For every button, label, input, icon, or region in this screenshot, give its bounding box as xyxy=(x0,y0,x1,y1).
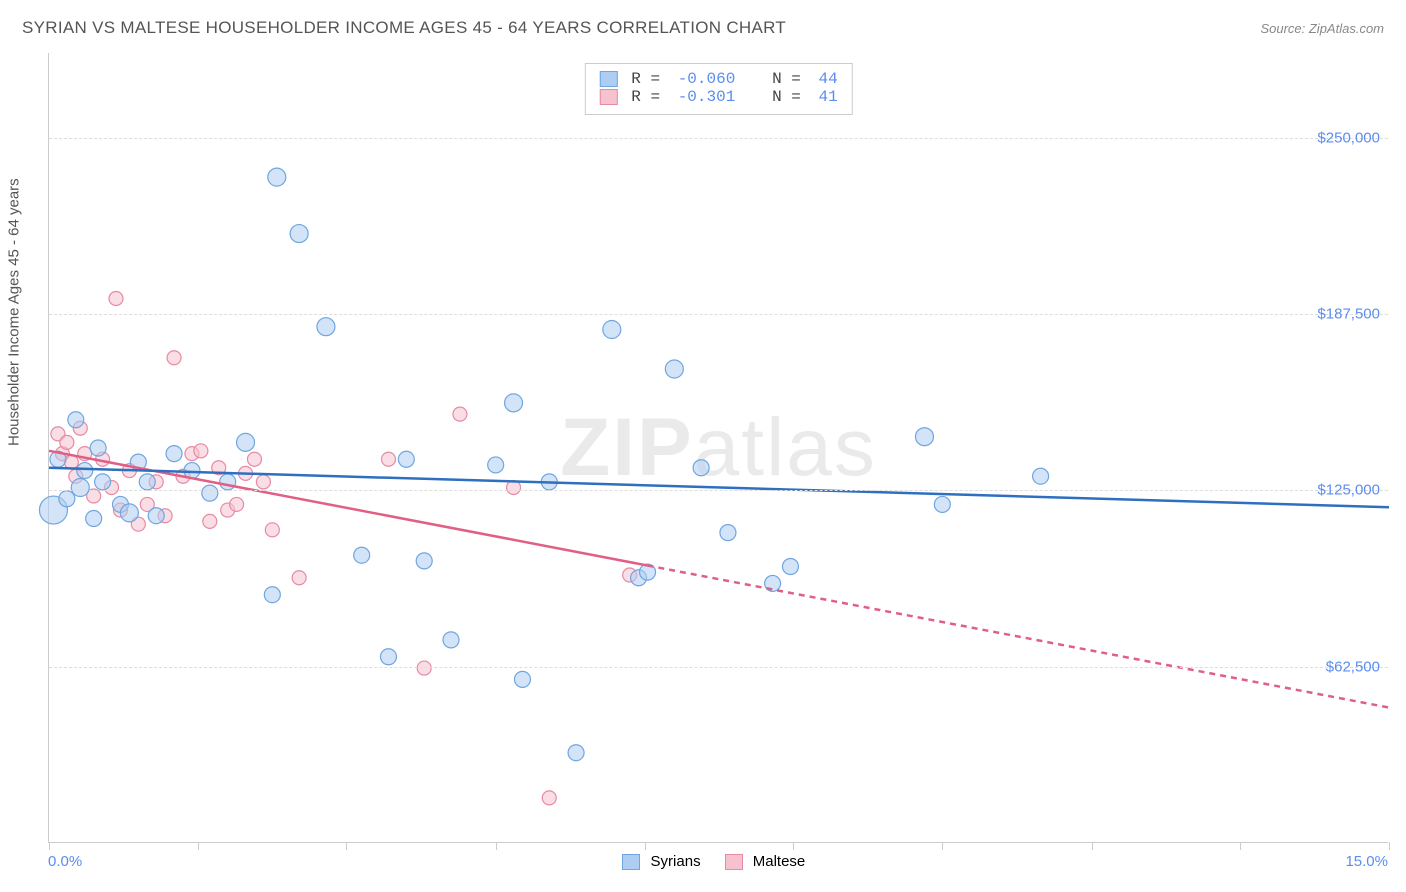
swatch-syrians xyxy=(599,71,617,87)
header: SYRIAN VS MALTESE HOUSEHOLDER INCOME AGE… xyxy=(0,0,1406,48)
legend-row-syrians: R = -0.060 N = 44 xyxy=(599,70,837,88)
x-end-label: 15.0% xyxy=(1345,853,1388,870)
legend-item-syrians: Syrians xyxy=(622,853,700,870)
x-axis-footer: 0.0% Syrians Maltese 15.0% xyxy=(48,853,1388,870)
correlation-legend: R = -0.060 N = 44 R = -0.301 N = 41 xyxy=(584,63,852,115)
r-value-maltese: -0.301 xyxy=(678,88,736,106)
n-value-maltese: 41 xyxy=(819,88,838,106)
legend-row-maltese: R = -0.301 N = 41 xyxy=(599,88,837,106)
y-tick-label: $62,500 xyxy=(1326,658,1380,675)
swatch-maltese xyxy=(599,89,617,105)
y-tick-label: $187,500 xyxy=(1317,305,1380,322)
swatch-syrians-icon xyxy=(622,854,640,870)
legend-label-maltese: Maltese xyxy=(753,853,806,870)
chart-title: SYRIAN VS MALTESE HOUSEHOLDER INCOME AGE… xyxy=(22,18,786,38)
y-tick-label: $125,000 xyxy=(1317,482,1380,499)
swatch-maltese-icon xyxy=(725,854,743,870)
x-start-label: 0.0% xyxy=(48,853,82,870)
legend-label-syrians: Syrians xyxy=(651,853,701,870)
y-axis-label: Householder Income Ages 45 - 64 years xyxy=(6,178,23,446)
n-value-syrians: 44 xyxy=(819,70,838,88)
legend-item-maltese: Maltese xyxy=(725,853,806,870)
chart-area: ZIPatlas R = -0.060 N = 44 R = -0.301 N … xyxy=(48,53,1388,843)
scatter-plot xyxy=(49,53,1388,842)
bottom-legend: Syrians Maltese xyxy=(622,853,805,870)
r-value-syrians: -0.060 xyxy=(678,70,736,88)
y-tick-label: $250,000 xyxy=(1317,129,1380,146)
source-label: Source: ZipAtlas.com xyxy=(1260,21,1384,36)
